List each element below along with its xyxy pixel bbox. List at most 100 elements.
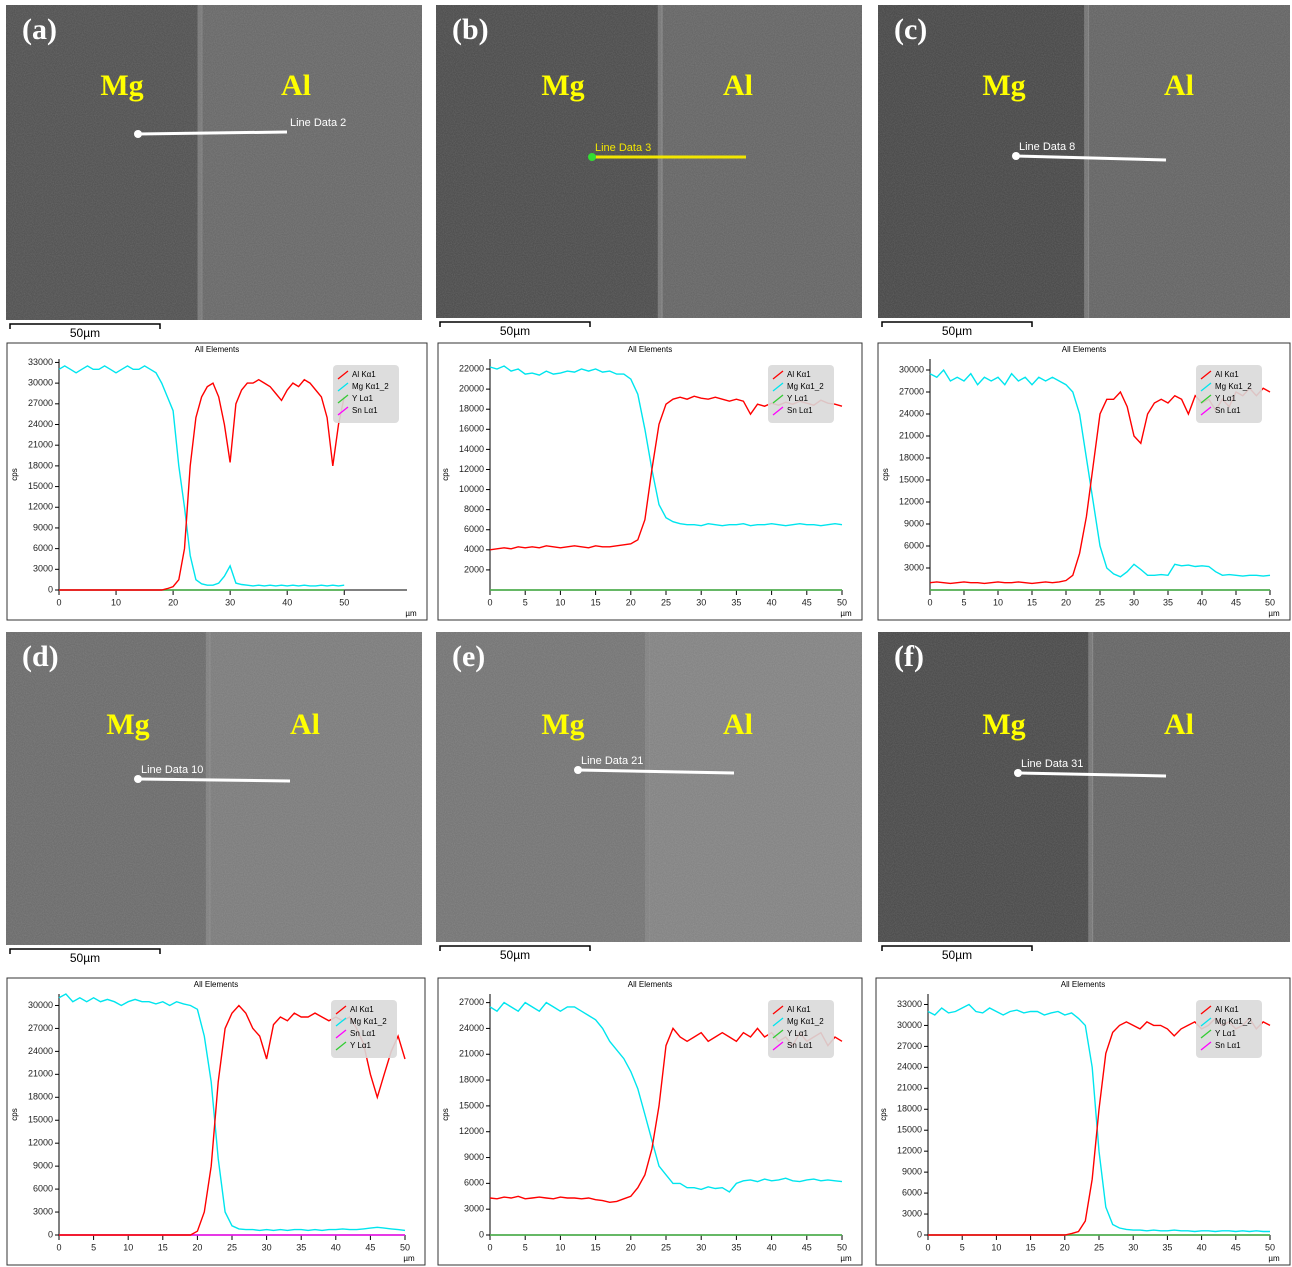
y-tick-label: 12000 (459, 1126, 484, 1136)
scan-line-label: Line Data 31 (1021, 758, 1083, 770)
y-tick-label: 30000 (28, 1000, 53, 1010)
y-tick-label: 18000 (28, 460, 53, 470)
legend-swatch (772, 394, 784, 404)
y-tick-label: 12000 (897, 1146, 922, 1156)
phase-label: Mg (106, 708, 149, 741)
x-tick-label: 30 (262, 1242, 272, 1252)
x-tick-label: 15 (1027, 597, 1037, 607)
y-tick-label: 9000 (902, 1167, 922, 1177)
scan-line-label: Line Data 8 (1019, 141, 1075, 153)
y-axis-label: cps (441, 1108, 450, 1120)
y-tick-label: 15000 (899, 474, 924, 484)
legend-label: Al Kα1 (350, 1005, 374, 1014)
x-tick-label: 0 (56, 1242, 61, 1252)
x-tick-label: 25 (1095, 597, 1105, 607)
legend-swatch (772, 406, 784, 416)
y-tick-label: 21000 (459, 1049, 484, 1059)
chart-title: All Elements (194, 980, 238, 989)
legend-label: Al Kα1 (787, 370, 811, 379)
legend-label: Sn Lα1 (352, 406, 378, 415)
y-tick-label: 3000 (33, 564, 53, 574)
panel-label: (a) (22, 13, 57, 46)
legend-label: Mg Kα1_2 (1215, 382, 1252, 391)
x-tick-label: 5 (960, 1242, 965, 1252)
sem-image-grain (6, 632, 422, 945)
legend-label: Al Kα1 (352, 370, 376, 379)
y-tick-label: 6000 (464, 524, 484, 534)
legend-swatch (772, 1041, 784, 1051)
x-tick-label: 15 (591, 1242, 601, 1252)
legend-label: Y Lα1 (352, 394, 373, 403)
x-tick-label: 40 (1197, 597, 1207, 607)
legend-label: Y Lα1 (1215, 394, 1236, 403)
y-tick-label: 30000 (897, 1020, 922, 1030)
x-tick-label: 0 (487, 597, 492, 607)
x-tick-label: 45 (802, 597, 812, 607)
x-tick-label: 10 (993, 597, 1003, 607)
x-axis-label: µm (840, 1254, 852, 1263)
series-line (58, 365, 345, 587)
y-tick-label: 24000 (28, 1046, 53, 1056)
y-axis-label: cps (879, 1108, 888, 1120)
y-tick-label: 24000 (897, 1062, 922, 1072)
y-tick-label: 6000 (902, 1187, 922, 1197)
phase-label: Mg (982, 69, 1025, 102)
x-tick-label: 20 (626, 597, 636, 607)
legend-swatch (335, 1041, 347, 1051)
y-tick-label: 33000 (897, 999, 922, 1009)
series-line (58, 993, 406, 1232)
y-tick-label: 9000 (33, 1161, 53, 1171)
x-tick-label: 40 (767, 597, 777, 607)
x-tick-label: 10 (991, 1242, 1001, 1252)
x-tick-label: 30 (1128, 1242, 1138, 1252)
x-tick-label: 50 (837, 597, 847, 607)
panel-label: (f) (894, 640, 924, 673)
x-tick-label: 20 (626, 1242, 636, 1252)
y-tick-label: 18000 (28, 1092, 53, 1102)
series-line (489, 365, 843, 527)
y-tick-label: 2000 (464, 564, 484, 574)
y-tick-label: 12000 (28, 502, 53, 512)
scale-bar (9, 948, 161, 954)
phase-label: Mg (982, 708, 1025, 741)
legend-swatch (335, 1029, 347, 1039)
x-tick-label: 5 (91, 1242, 96, 1252)
scale-bar-label: 50µm (942, 948, 972, 962)
x-tick-label: 25 (661, 597, 671, 607)
scan-line-label: Line Data 21 (581, 755, 643, 767)
legend-label: Sn Lα1 (787, 1041, 813, 1050)
legend-box (331, 1000, 397, 1058)
legend-swatch (1200, 382, 1212, 392)
x-tick-label: 10 (555, 597, 565, 607)
y-tick-label: 30000 (28, 378, 53, 388)
x-tick-label: 0 (925, 1242, 930, 1252)
y-tick-label: 21000 (28, 440, 53, 450)
y-tick-label: 12000 (459, 464, 484, 474)
y-tick-label: 24000 (459, 1023, 484, 1033)
legend-box (768, 1000, 834, 1058)
x-tick-label: 40 (331, 1242, 341, 1252)
x-tick-label: 15 (1026, 1242, 1036, 1252)
y-tick-label: 18000 (899, 452, 924, 462)
y-tick-label: 24000 (899, 408, 924, 418)
legend-swatch (337, 370, 349, 380)
y-axis-label: cps (10, 1108, 19, 1120)
x-tick-label: 20 (192, 1242, 202, 1252)
scan-line (137, 130, 288, 136)
y-tick-label: 27000 (897, 1041, 922, 1051)
y-tick-label: 15000 (459, 1100, 484, 1110)
y-tick-label: 30000 (899, 364, 924, 374)
y-tick-label: 16000 (459, 424, 484, 434)
scale-bar-label: 50µm (500, 948, 530, 962)
x-tick-label: 35 (296, 1242, 306, 1252)
y-tick-label: 9000 (33, 522, 53, 532)
legend-swatch (772, 1005, 784, 1015)
scan-line (137, 777, 291, 783)
scale-bar-label: 50µm (500, 324, 530, 338)
y-tick-label: 24000 (28, 419, 53, 429)
x-axis-label: µm (405, 609, 417, 618)
y-tick-label: 33000 (28, 357, 53, 367)
x-tick-label: 0 (927, 597, 932, 607)
legend-label: Mg Kα1_2 (1215, 1017, 1252, 1026)
